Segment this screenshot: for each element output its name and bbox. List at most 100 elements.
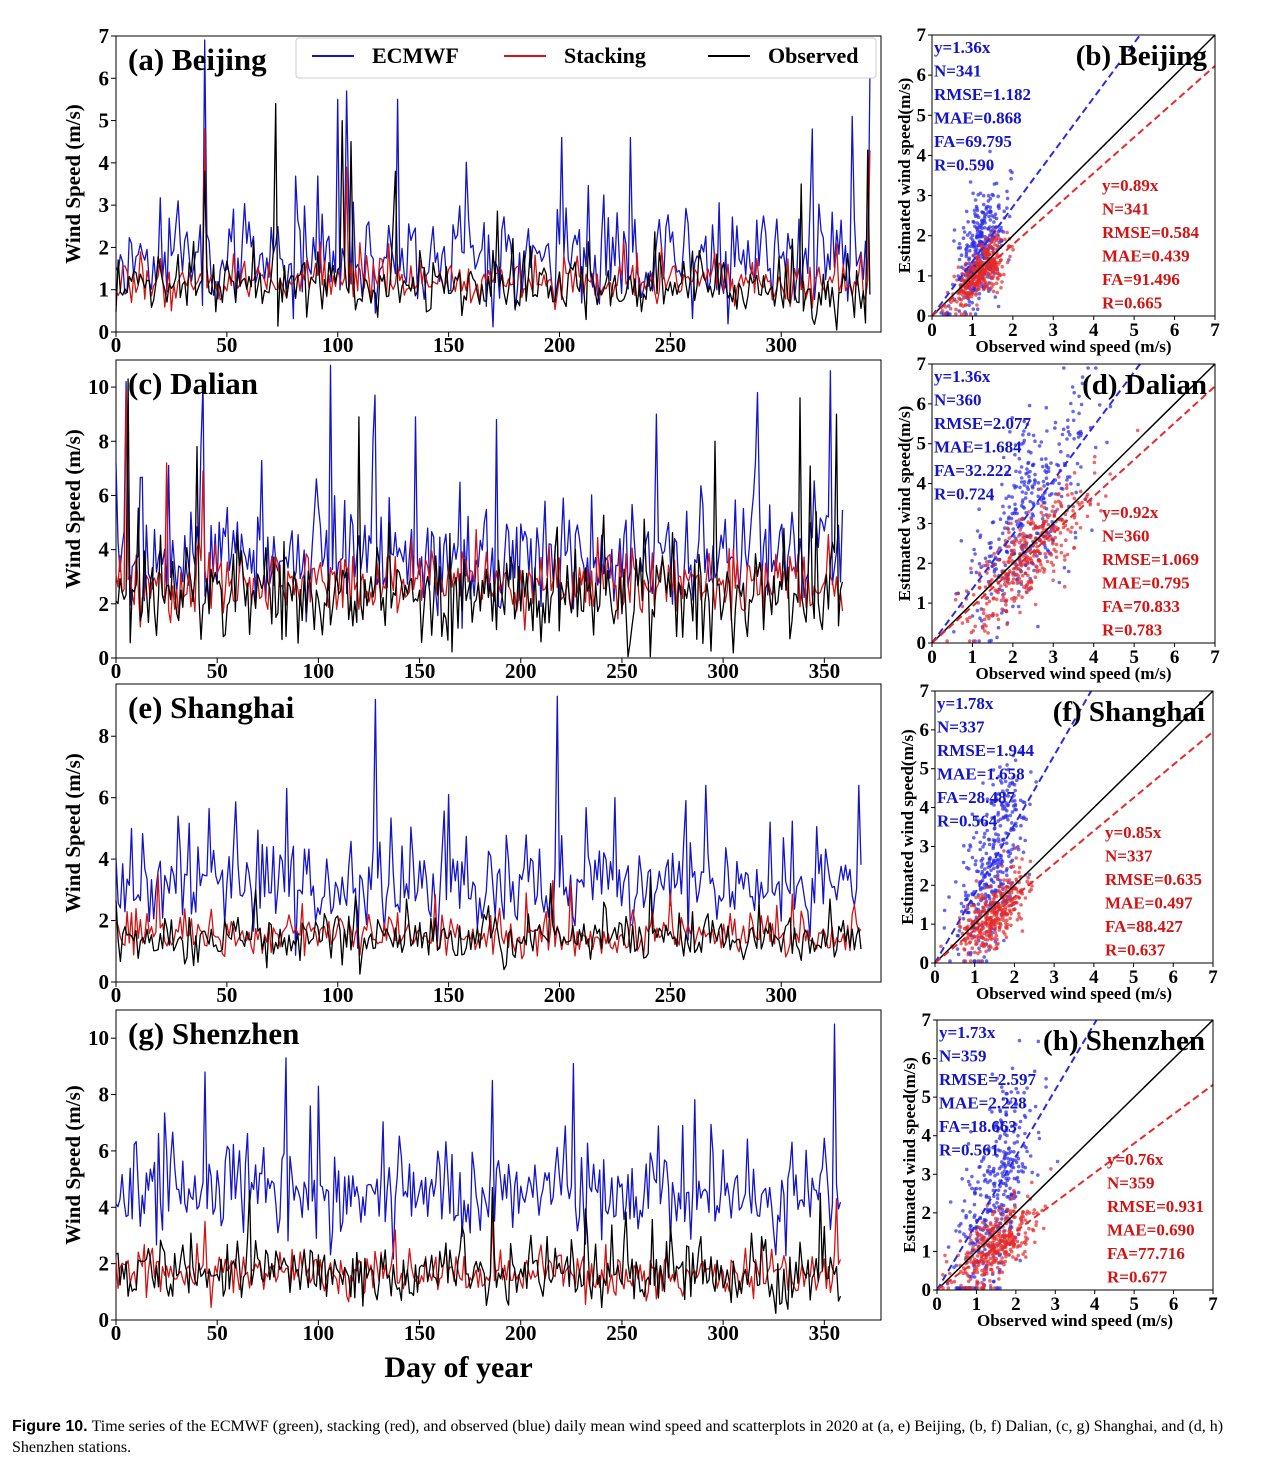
scatter-point	[992, 803, 996, 807]
scatter-point	[993, 212, 998, 216]
scatter-point	[994, 597, 999, 602]
scatter-point	[1007, 854, 1011, 858]
scatter-point	[1019, 579, 1024, 584]
scatter-point	[1016, 593, 1021, 597]
scatter-point	[948, 1200, 953, 1204]
scatter-point	[1028, 499, 1032, 504]
x-tick-label: 200	[544, 333, 576, 357]
scatter-point	[1012, 783, 1017, 787]
scatter-point	[980, 892, 984, 897]
y-tick-label: 7	[917, 354, 927, 375]
scatter-point	[980, 1268, 984, 1273]
y-tick-label: 2	[99, 1252, 110, 1276]
scatter-point	[966, 220, 970, 224]
scatter-point	[979, 1257, 984, 1261]
scatter-point	[1045, 548, 1050, 552]
scatter-point	[948, 1271, 952, 1276]
scatter-point	[1071, 509, 1075, 513]
scatter-point	[1072, 437, 1076, 441]
series-ecmwf	[115, 39, 871, 328]
scatter-point	[1016, 1164, 1021, 1169]
scatter-point	[1025, 467, 1029, 471]
scatter-point	[1003, 779, 1008, 784]
scatter-point	[976, 910, 980, 914]
scatter-point	[970, 855, 975, 860]
y-axis-label: Wind Speed (m/s)	[61, 753, 85, 912]
scatter-point	[998, 765, 1002, 769]
scatter-point	[1046, 522, 1051, 527]
scatter-point	[1036, 1173, 1040, 1177]
scatter-point	[1008, 813, 1013, 818]
y-tick-label: 5	[917, 434, 927, 455]
scatter-point	[996, 1286, 1000, 1290]
scatter-point	[1030, 463, 1035, 467]
scatter-point	[977, 296, 981, 301]
scatter-point	[987, 214, 991, 219]
scatter-point	[994, 793, 998, 797]
scatter-point	[1099, 509, 1103, 513]
scatter-point	[1057, 442, 1061, 446]
scatter-point	[993, 1181, 997, 1186]
scatter-point	[1014, 1177, 1019, 1181]
scatter-point	[1007, 878, 1012, 882]
scatter-point	[975, 307, 980, 312]
scatter-point	[956, 591, 960, 596]
x-tick-label: 150	[404, 659, 436, 683]
x-tick-label: 2	[1008, 647, 1018, 668]
scatter-point	[1022, 483, 1027, 487]
scatter-point	[967, 290, 971, 295]
scatter-point	[1033, 478, 1037, 482]
scatter-point	[1057, 475, 1061, 479]
scatter-point	[1012, 1141, 1017, 1145]
scatter-point	[973, 312, 978, 316]
scatter-point	[982, 1155, 986, 1159]
scatter-point	[954, 1229, 958, 1233]
scatter-point	[1071, 409, 1075, 414]
scatter-point	[995, 942, 999, 947]
stacking-stat: RMSE=0.635	[1105, 870, 1202, 889]
scatter-point	[995, 1242, 999, 1246]
scatter-point	[1011, 1158, 1015, 1162]
scatter-point	[993, 922, 998, 926]
x-tick-label: 150	[404, 1321, 436, 1345]
scatter-point	[1010, 552, 1014, 557]
scatter-point	[940, 309, 945, 313]
scatter-point	[1073, 535, 1078, 540]
x-tick-label: 3	[1051, 1294, 1061, 1315]
x-tick-label: 250	[655, 333, 687, 357]
scatter-point	[1065, 437, 1069, 441]
scatter-point	[1075, 461, 1080, 466]
scatter-point	[1001, 885, 1005, 890]
scatter-point	[1014, 1257, 1019, 1261]
scatter-point	[1040, 517, 1045, 521]
scatter-point	[1068, 432, 1072, 437]
scatter-point	[1010, 416, 1015, 420]
y-tick-label: 2	[99, 592, 110, 616]
scatter-point	[979, 897, 984, 902]
scatter-point	[968, 1277, 973, 1281]
scatter-point	[1070, 491, 1074, 496]
scatter-point	[972, 935, 976, 939]
scatter-point	[1033, 439, 1037, 444]
scatter-point	[1083, 497, 1087, 502]
scatter-point	[969, 950, 973, 955]
scatter-point	[1000, 607, 1004, 611]
scatter-point	[1012, 1194, 1016, 1198]
plot-frame	[931, 34, 1216, 317]
ecmwf-stat: RMSE=1.182	[934, 85, 1031, 104]
scatter-point	[1004, 609, 1008, 613]
scatter-point	[974, 1186, 979, 1191]
scatter-point	[997, 1270, 1002, 1275]
scatter-point	[968, 615, 972, 620]
scatter-point	[982, 1217, 987, 1222]
scatter-point	[1012, 599, 1017, 603]
scatter-point	[1009, 176, 1013, 181]
x-tick-label: 100	[303, 659, 335, 683]
ecmwf-stat: N=341	[934, 62, 981, 81]
scatter-point	[972, 1202, 977, 1207]
scatter-point	[1065, 478, 1069, 482]
scatter-point	[998, 824, 1003, 828]
scatter-point	[1058, 531, 1063, 535]
scatter-point	[995, 1265, 1000, 1270]
scatter-point	[962, 312, 967, 316]
